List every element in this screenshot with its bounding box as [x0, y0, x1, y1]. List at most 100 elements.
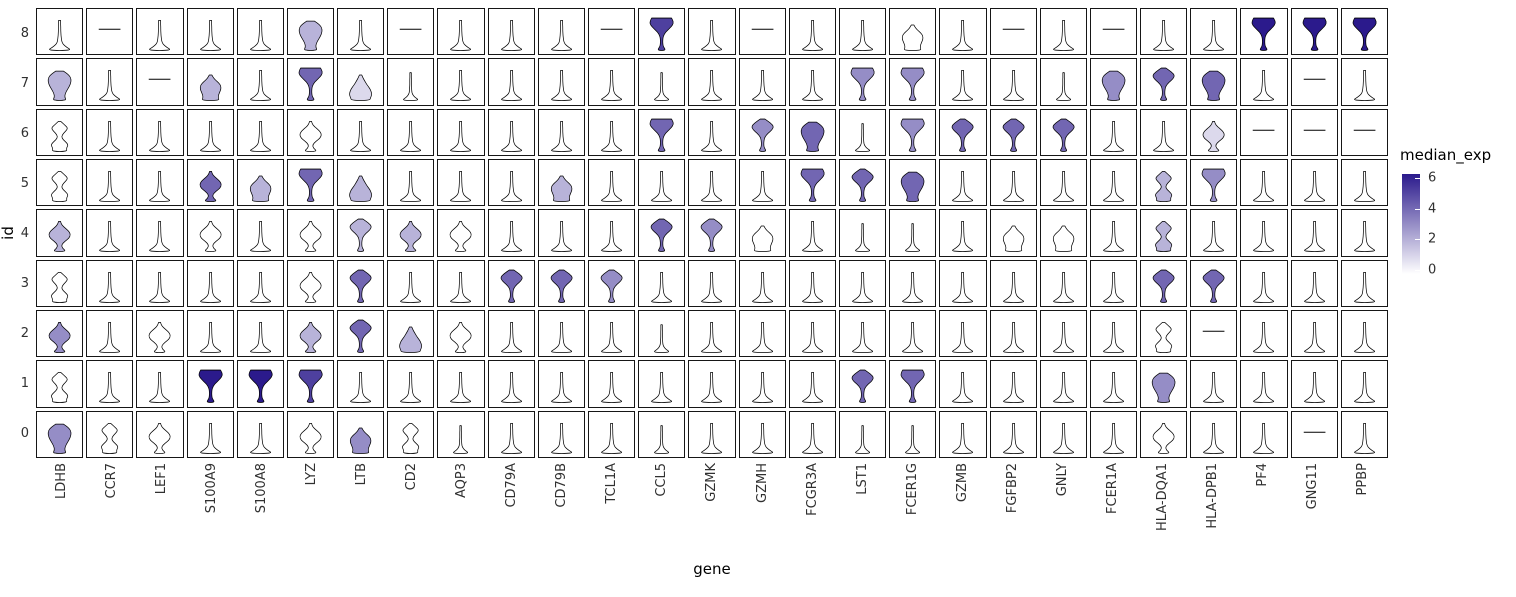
violin-cell-id3-AQP3 [437, 259, 485, 307]
violin-cell-id1-CCL5 [638, 360, 686, 408]
violin-cell-id7-S100A9 [186, 58, 234, 106]
legend-title: median_exp [1400, 146, 1492, 164]
violin-cell-id7-FCER1A [1089, 58, 1138, 106]
violin-cell-id1-FCER1G [889, 360, 937, 408]
violin-cell-id5-GZMB [939, 158, 987, 207]
violin-cell-id7-TCL1A [588, 58, 636, 106]
x-axis-title: gene [36, 560, 1388, 578]
violin-cell-id8-LTB [337, 8, 385, 56]
x-tick-label-FCER1A: FCER1A [1088, 463, 1138, 551]
violin-cell-id8-CD2 [387, 8, 435, 56]
violin-cell-id1-FCER1A [1089, 360, 1138, 408]
violin-cell-id4-PF4 [1240, 209, 1288, 257]
violin-cell-id8-CCL5 [638, 8, 686, 56]
violin-cell-id0-LST1 [838, 410, 887, 458]
violin-cell-id3-GNG11 [1290, 259, 1338, 307]
y-tick-label-4: 4 [20, 225, 29, 241]
legend-gradient-bar [1402, 174, 1420, 274]
x-tick-label-LST1: LST1 [837, 463, 887, 551]
violin-cell-id4-S100A8 [236, 209, 284, 257]
violin-cell-id2-PPBP [1340, 309, 1388, 358]
violin-cell-id7-CD79A [487, 58, 535, 106]
violin-cell-id2-HLA-DQA1 [1140, 309, 1188, 358]
x-tick-label-text: LEF1 [153, 463, 169, 495]
violin-cell-id6-GNG11 [1290, 108, 1338, 156]
violin-cell-id4-GZMK [688, 209, 736, 257]
x-tick-label-CD79A: CD79A [487, 463, 537, 551]
violin-cell-id1-CD2 [387, 360, 435, 408]
violin-cell-id2-CD79A [487, 309, 535, 358]
violin-cell-id4-FCER1A [1089, 209, 1138, 257]
violin-cell-id2-PF4 [1240, 309, 1288, 358]
x-tick-label-GNG11: GNG11 [1288, 463, 1338, 551]
violin-cell-id7-GZMH [738, 58, 786, 106]
violin-cell-id7-PPBP [1340, 58, 1388, 106]
violin-cell-id5-LTB [337, 158, 385, 207]
x-tick-label-S100A9: S100A9 [186, 463, 236, 551]
violin-cell-id8-CD79A [487, 8, 535, 56]
violin-cell-id6-S100A8 [236, 108, 284, 156]
violin-cell-id5-CCL5 [638, 158, 686, 207]
violin-cell-id1-S100A8 [236, 360, 284, 408]
violin-cell-id5-LDHB [36, 158, 84, 207]
violin-cell-id3-CD79A [487, 259, 535, 307]
y-tick-label-0: 0 [20, 425, 29, 441]
violin-cell-id8-CCR7 [86, 8, 134, 56]
x-tick-label-PF4: PF4 [1238, 463, 1288, 551]
violin-cell-id0-CCL5 [638, 410, 686, 458]
violin-cell-id1-LYZ [286, 360, 335, 408]
violin-cell-id3-PPBP [1340, 259, 1388, 307]
violin-cell-id0-GZMK [688, 410, 736, 458]
violin-cell-id4-FGFBP2 [989, 209, 1037, 257]
violin-cell-id5-FCER1G [889, 158, 937, 207]
violin-cell-id4-AQP3 [437, 209, 485, 257]
x-tick-label-text: HLA-DPB1 [1205, 463, 1221, 529]
x-tick-label-text: GZMH [754, 463, 770, 503]
violin-cell-id3-CCR7 [86, 259, 134, 307]
violin-cell-id0-HLA-DPB1 [1190, 410, 1238, 458]
violin-cell-id6-LTB [337, 108, 385, 156]
violin-cell-id0-FCER1A [1089, 410, 1138, 458]
violin-cell-id6-GNLY [1039, 108, 1087, 156]
x-tick-label-LEF1: LEF1 [136, 463, 186, 551]
violin-cell-id5-LYZ [286, 158, 335, 207]
y-tick-label-7: 7 [20, 75, 29, 91]
violin-cell-id0-GNLY [1039, 410, 1087, 458]
violin-cell-id3-FCER1G [889, 259, 937, 307]
violin-cell-id1-CD79A [487, 360, 535, 408]
violin-cell-id6-PF4 [1240, 108, 1288, 156]
x-axis-tick-labels: LDHB CCR7 LEF1 S100A9 S100A8 LYZ LTB CD2 AQP3 CD7… [36, 463, 1388, 551]
violin-cell-id0-LEF1 [136, 410, 184, 458]
violin-cell-id0-GZMH [738, 410, 786, 458]
violin-cell-id8-LDHB [36, 8, 84, 56]
violin-cell-id5-FCGR3A [788, 158, 836, 207]
violin-cell-id3-FCGR3A [788, 259, 836, 307]
violin-cell-id0-CD79A [487, 410, 535, 458]
violin-cell-id2-FCER1G [889, 309, 937, 358]
violin-cell-id6-S100A9 [186, 108, 234, 156]
violin-cell-id2-LYZ [286, 309, 335, 358]
violin-cell-id5-AQP3 [437, 158, 485, 207]
violin-cell-id7-LTB [337, 58, 385, 106]
violin-cell-id0-LTB [337, 410, 385, 458]
x-tick-label-text: GNLY [1055, 463, 1070, 497]
violin-cell-id1-GZMH [738, 360, 786, 408]
violin-cell-id7-S100A8 [236, 58, 284, 106]
violin-cell-id5-GNG11 [1290, 158, 1338, 207]
violin-cell-id4-GNG11 [1290, 209, 1338, 257]
x-tick-label-text: LST1 [854, 463, 870, 495]
y-tick-label-1: 1 [20, 375, 29, 391]
x-tick-label-text: FCER1A [1105, 463, 1121, 514]
violin-cell-id3-S100A9 [186, 259, 234, 307]
x-tick-label-text: LDHB [53, 463, 69, 499]
violin-cell-id4-LTB [337, 209, 385, 257]
violin-cell-id3-LDHB [36, 259, 84, 307]
violin-cell-id6-LST1 [838, 108, 887, 156]
legend-tick-label-2: 2 [1428, 231, 1437, 247]
legend: median_exp 6 4 2 0 [1400, 146, 1512, 278]
violin-cell-id2-CCR7 [86, 309, 134, 358]
violin-cell-id3-CD2 [387, 259, 435, 307]
violin-cell-id8-GZMK [688, 8, 736, 56]
legend-tick-label-0: 0 [1428, 262, 1437, 278]
violin-cell-id3-HLA-DPB1 [1190, 259, 1238, 307]
